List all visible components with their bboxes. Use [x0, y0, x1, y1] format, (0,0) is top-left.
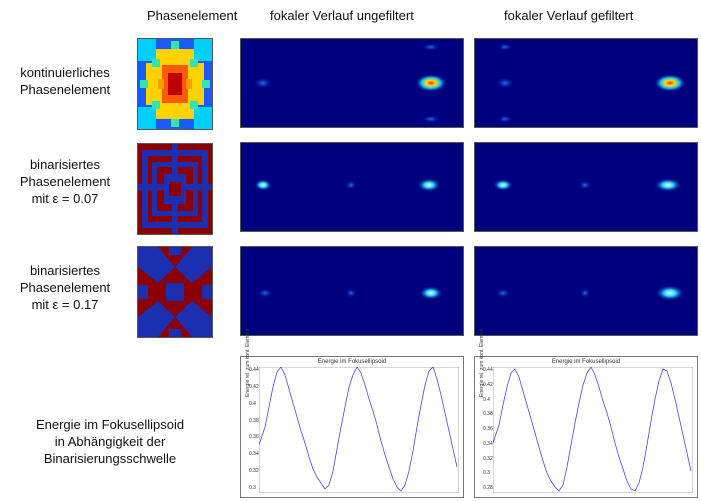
- row-label-3-line1: binarisiertes: [29, 263, 101, 278]
- energy-plot-2-ytick: 0.32: [483, 455, 493, 462]
- energy-label: Energie im Fokusellipsoid in Abhängigkei…: [10, 416, 210, 467]
- energy-label-line2: in Abhängigkeit der: [54, 434, 166, 449]
- energy-plot-2-ytick: 0.34: [483, 440, 493, 447]
- energy-plot-1: Energie im Fokusellipsoid Energie rel. z…: [240, 329, 464, 498]
- energy-plot-1-ytick: 0.38: [249, 417, 259, 424]
- focal-unfiltered-binary-017: [240, 246, 464, 336]
- header-ungefiltert: fokaler Verlauf ungefiltert: [270, 8, 414, 23]
- focal-filtered-continuous: [474, 38, 698, 128]
- energy-plot-1-ytick: 0.42: [249, 383, 259, 390]
- energy-plot-1-ytick: 0.3: [249, 485, 256, 491]
- row-label-3: binarisiertes Phasenelement mit ε = 0.17: [0, 262, 130, 313]
- energy-plot-2-ytick: 0.3: [483, 470, 490, 477]
- row-label-1: kontinuierliches Phasenelement: [0, 64, 130, 98]
- focal-filtered-binary-017: [474, 246, 698, 336]
- energy-plot-2-ytick: 0.44: [483, 367, 493, 373]
- row-label-2-line2: Phasenelement: [19, 174, 111, 189]
- row-label-2-line1: binarisiertes: [29, 157, 101, 172]
- energy-plot-2-ytick: 0.36: [483, 426, 493, 432]
- energy-plot-1-curve: [259, 367, 459, 493]
- row-label-3-line3: mit ε = 0.17: [31, 297, 99, 312]
- row-label-1-line2: Phasenelement: [19, 82, 111, 97]
- row-label-2-line3: mit ε = 0.07: [31, 191, 99, 206]
- energy-plot-1-ytick: 0.44: [249, 367, 259, 373]
- phase-element-binary-017: [137, 246, 213, 338]
- row-label-2: binarisiertes Phasenelement mit ε = 0.07: [0, 156, 130, 207]
- energy-plot-1-ytick: 0.36: [249, 434, 259, 441]
- energy-plot-1-title: Energie im Fokusellipsoid: [317, 359, 387, 365]
- focal-unfiltered-continuous: [240, 38, 464, 128]
- energy-plot-1-ytick: 0.32: [249, 468, 259, 475]
- energy-label-line3: Binarisierungsschwelle: [43, 451, 177, 466]
- energy-plot-2-ytick: 0.42: [483, 381, 493, 388]
- energy-label-line1: Energie im Fokusellipsoid: [35, 417, 185, 432]
- energy-plot-2-curve: [493, 367, 693, 493]
- phase-element-continuous: [137, 38, 213, 130]
- energy-plot-1-ytick: 0.4: [249, 400, 256, 407]
- focal-unfiltered-binary-007: [240, 142, 464, 232]
- energy-plot-2-ytick: 0.38: [483, 411, 493, 418]
- energy-plot-2-ytick: 0.28: [483, 485, 493, 491]
- energy-plot-2-ylabel: Energie rel. zum kont. Element: [479, 328, 485, 397]
- energy-plot-2-ytick: 0.4: [483, 396, 490, 403]
- energy-plot-2: Energie im Fokusellipsoid Energie rel. z…: [474, 329, 698, 498]
- row-label-3-line2: Phasenelement: [19, 280, 111, 295]
- energy-plot-2-title: Energie im Fokusellipsoid: [551, 359, 621, 365]
- header-phasenelement: Phasenelement: [147, 8, 238, 23]
- energy-plot-1-ylabel: Energie rel. zum kont. Element: [245, 328, 251, 397]
- focal-filtered-binary-007: [474, 142, 698, 232]
- header-gefiltert: fokaler Verlauf gefiltert: [504, 8, 634, 23]
- phase-element-binary-007: [137, 143, 213, 235]
- energy-plot-1-ytick: 0.34: [249, 451, 259, 458]
- row-label-1-line1: kontinuierliches: [20, 65, 110, 80]
